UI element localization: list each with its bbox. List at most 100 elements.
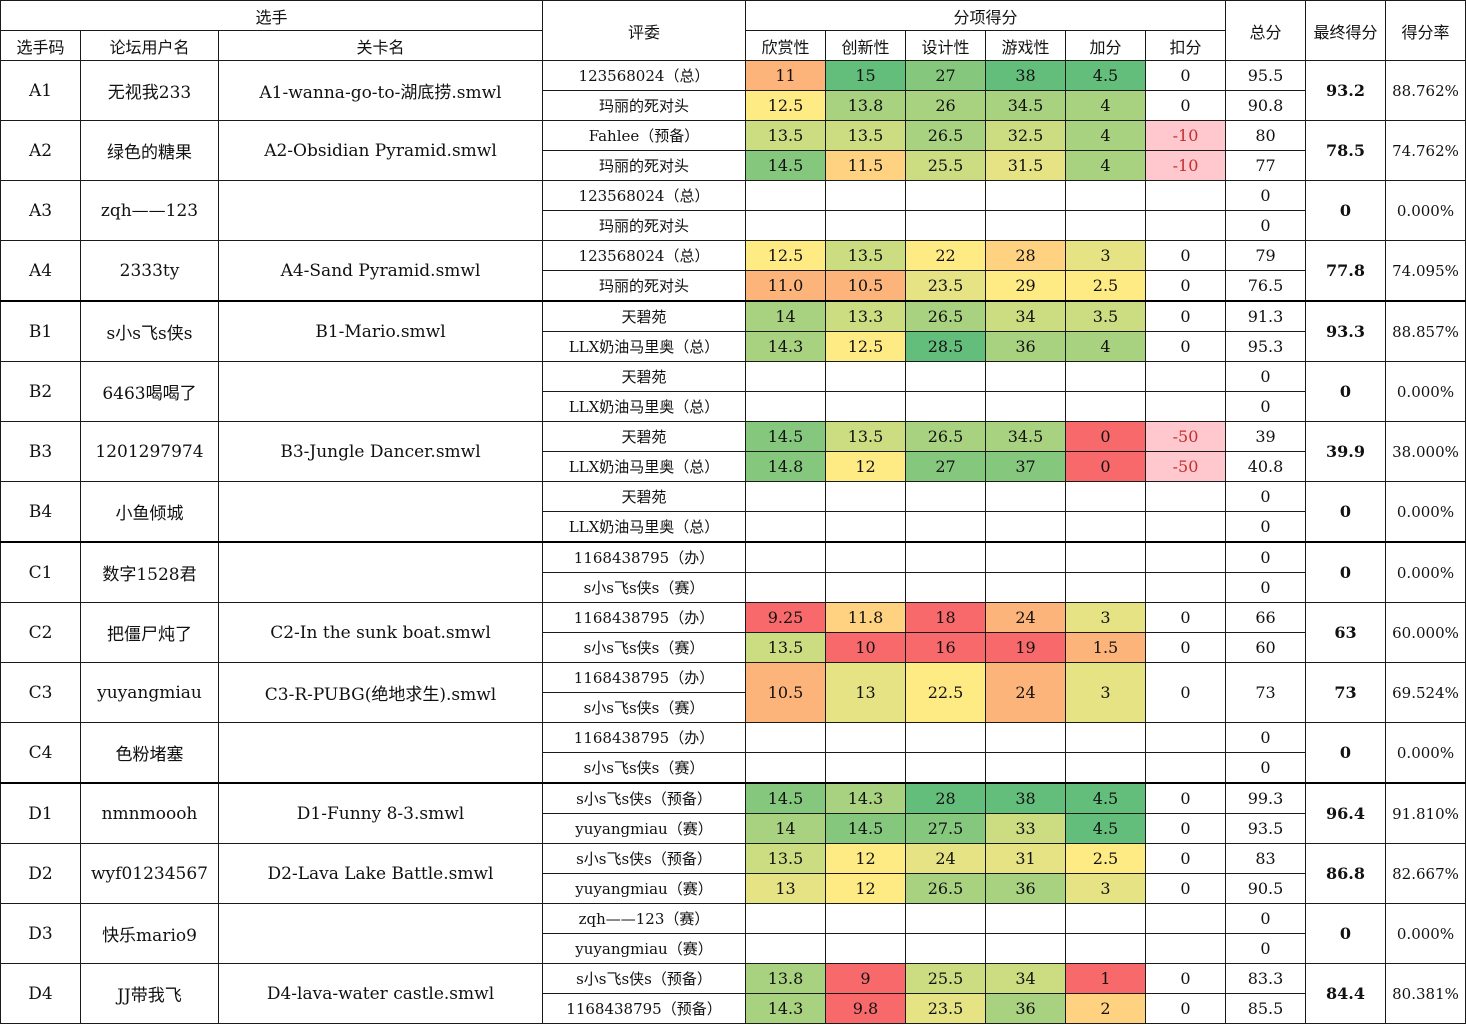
score-cell-appreciation[interactable]: 13.5 — [745, 632, 826, 663]
score-cell-playability[interactable]: 38 — [985, 782, 1066, 814]
score-cell-appreciation[interactable] — [745, 541, 826, 573]
score-cell-design[interactable]: 24 — [905, 843, 986, 874]
score-cell-innovation[interactable] — [825, 180, 906, 211]
player-code-cell[interactable]: C1 — [0, 541, 81, 603]
score-cell-appreciation[interactable]: 14.5 — [745, 150, 826, 181]
total-score-cell[interactable]: 0 — [1225, 541, 1306, 573]
score-cell-innovation[interactable] — [825, 541, 906, 573]
score-cell-bonus[interactable]: 3 — [1065, 873, 1146, 904]
score-cell-bonus[interactable] — [1065, 722, 1146, 753]
score-cell-deduction[interactable] — [1145, 722, 1226, 753]
judge-name-cell[interactable]: yuyangmiau（赛） — [542, 933, 746, 964]
final-score-cell[interactable]: 78.5 — [1305, 120, 1386, 181]
score-cell-deduction[interactable]: 0 — [1145, 240, 1226, 271]
score-cell-innovation[interactable]: 13.5 — [825, 421, 906, 452]
username-cell[interactable]: 数字1528君 — [80, 541, 219, 603]
level-name-cell[interactable] — [218, 722, 543, 784]
judge-name-cell[interactable]: s小s飞s侠s（预备） — [542, 843, 746, 874]
score-cell-deduction[interactable] — [1145, 541, 1226, 573]
level-name-cell[interactable]: D1-Funny 8-3.smwl — [218, 782, 543, 844]
header-score-group[interactable]: 分项得分 — [745, 0, 1226, 31]
score-cell-appreciation[interactable]: 9.25 — [745, 602, 826, 633]
score-cell-playability[interactable]: 24 — [985, 602, 1066, 633]
header-player-group[interactable]: 选手 — [0, 0, 543, 31]
score-cell-bonus[interactable]: 0 — [1065, 451, 1146, 482]
score-cell-innovation[interactable]: 15 — [825, 60, 906, 91]
score-cell-innovation[interactable]: 13 — [825, 662, 906, 723]
score-cell-design[interactable]: 27.5 — [905, 813, 986, 844]
score-cell-bonus[interactable]: 4.5 — [1065, 60, 1146, 91]
score-cell-deduction[interactable] — [1145, 481, 1226, 512]
score-cell-design[interactable]: 25.5 — [905, 963, 986, 994]
score-cell-bonus[interactable]: 4 — [1065, 331, 1146, 362]
score-cell-bonus[interactable]: 3.5 — [1065, 300, 1146, 332]
score-cell-innovation[interactable]: 9.8 — [825, 993, 906, 1024]
judge-name-cell[interactable]: 玛丽的死对头 — [542, 210, 746, 241]
judge-name-cell[interactable]: 1168438795（办） — [542, 602, 746, 633]
total-score-cell[interactable]: 0 — [1225, 210, 1306, 241]
score-cell-appreciation[interactable] — [745, 903, 826, 934]
score-cell-deduction[interactable] — [1145, 180, 1226, 211]
judge-name-cell[interactable]: 123568024（总） — [542, 240, 746, 271]
score-cell-innovation[interactable] — [825, 572, 906, 603]
score-cell-playability[interactable]: 33 — [985, 813, 1066, 844]
judge-name-cell[interactable]: s小s飞s侠s（赛） — [542, 692, 746, 723]
username-cell[interactable]: 6463喝喝了 — [80, 361, 219, 422]
score-rate-cell[interactable]: 88.857% — [1385, 300, 1466, 362]
header-cat-bonus[interactable]: 加分 — [1065, 30, 1146, 61]
score-rate-cell[interactable]: 74.095% — [1385, 240, 1466, 302]
score-cell-playability[interactable]: 37 — [985, 451, 1066, 482]
score-cell-bonus[interactable] — [1065, 481, 1146, 512]
final-score-cell[interactable]: 0 — [1305, 903, 1386, 964]
score-cell-innovation[interactable]: 12 — [825, 873, 906, 904]
score-cell-playability[interactable] — [985, 903, 1066, 934]
score-cell-bonus[interactable] — [1065, 180, 1146, 211]
level-name-cell[interactable] — [218, 361, 543, 422]
score-cell-appreciation[interactable] — [745, 933, 826, 964]
score-cell-appreciation[interactable] — [745, 481, 826, 512]
final-score-cell[interactable]: 0 — [1305, 361, 1386, 422]
final-score-cell[interactable]: 93.3 — [1305, 300, 1386, 362]
level-name-cell[interactable]: C3-R-PUBG(绝地求生).smwl — [218, 662, 543, 723]
level-name-cell[interactable]: D4-lava-water castle.smwl — [218, 963, 543, 1024]
score-cell-playability[interactable]: 28 — [985, 240, 1066, 271]
total-score-cell[interactable]: 83.3 — [1225, 963, 1306, 994]
player-code-cell[interactable]: B3 — [0, 421, 81, 482]
score-cell-playability[interactable] — [985, 361, 1066, 392]
score-rate-cell[interactable]: 0.000% — [1385, 722, 1466, 784]
judge-name-cell[interactable]: 1168438795（预备） — [542, 993, 746, 1024]
score-cell-playability[interactable] — [985, 180, 1066, 211]
final-score-cell[interactable]: 96.4 — [1305, 782, 1386, 844]
score-cell-design[interactable] — [905, 933, 986, 964]
username-cell[interactable]: 1201297974 — [80, 421, 219, 482]
judge-name-cell[interactable]: 1168438795（办） — [542, 541, 746, 573]
score-cell-bonus[interactable] — [1065, 572, 1146, 603]
score-cell-innovation[interactable]: 13.5 — [825, 120, 906, 151]
total-score-cell[interactable]: 91.3 — [1225, 300, 1306, 332]
header-judge[interactable]: 评委 — [542, 0, 746, 61]
total-score-cell[interactable]: 93.5 — [1225, 813, 1306, 844]
score-cell-playability[interactable]: 31.5 — [985, 150, 1066, 181]
score-cell-appreciation[interactable]: 14.3 — [745, 993, 826, 1024]
score-cell-design[interactable] — [905, 180, 986, 211]
score-cell-deduction[interactable]: 0 — [1145, 873, 1226, 904]
score-cell-deduction[interactable]: 0 — [1145, 963, 1226, 994]
score-cell-bonus[interactable]: 2.5 — [1065, 270, 1146, 302]
username-cell[interactable]: 小鱼倾城 — [80, 481, 219, 543]
score-cell-innovation[interactable]: 10.5 — [825, 270, 906, 302]
score-cell-deduction[interactable]: -50 — [1145, 451, 1226, 482]
username-cell[interactable]: 色粉堵塞 — [80, 722, 219, 784]
player-code-cell[interactable]: B4 — [0, 481, 81, 543]
score-cell-deduction[interactable] — [1145, 511, 1226, 543]
judge-name-cell[interactable]: 玛丽的死对头 — [542, 90, 746, 121]
score-cell-bonus[interactable]: 0 — [1065, 421, 1146, 452]
score-cell-playability[interactable]: 34.5 — [985, 421, 1066, 452]
total-score-cell[interactable]: 60 — [1225, 632, 1306, 663]
score-cell-design[interactable]: 25.5 — [905, 150, 986, 181]
score-cell-appreciation[interactable]: 14 — [745, 300, 826, 332]
username-cell[interactable]: 绿色的糖果 — [80, 120, 219, 181]
score-cell-appreciation[interactable]: 11.0 — [745, 270, 826, 302]
player-code-cell[interactable]: A1 — [0, 60, 81, 121]
total-score-cell[interactable]: 39 — [1225, 421, 1306, 452]
score-cell-bonus[interactable]: 4 — [1065, 150, 1146, 181]
